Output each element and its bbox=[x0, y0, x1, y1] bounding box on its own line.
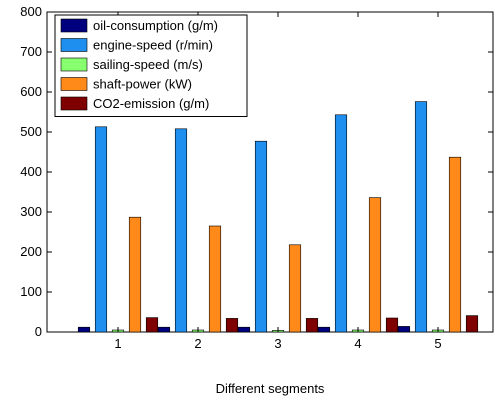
y-tick-label: 800 bbox=[20, 4, 42, 19]
legend-swatch bbox=[60, 77, 88, 91]
x-tick-label: 1 bbox=[114, 336, 121, 351]
legend-swatch bbox=[60, 18, 88, 33]
y-tick-label: 600 bbox=[20, 84, 42, 99]
y-tick-label: 0 bbox=[35, 324, 42, 339]
bar bbox=[448, 156, 462, 333]
x-tick-label: 5 bbox=[434, 336, 441, 351]
bar bbox=[157, 326, 171, 333]
bar bbox=[94, 126, 108, 333]
bar bbox=[237, 326, 251, 333]
bar bbox=[317, 326, 331, 333]
legend-swatch bbox=[60, 96, 88, 111]
y-tick-label: 500 bbox=[20, 124, 42, 139]
legend-label: sailing-speed (m/s) bbox=[93, 57, 203, 72]
bar bbox=[465, 315, 479, 333]
bar bbox=[288, 244, 302, 333]
x-tick-label: 3 bbox=[274, 336, 281, 351]
bar bbox=[385, 317, 399, 333]
bar bbox=[397, 326, 411, 333]
legend: oil-consumption (g/m) engine-speed (r/min… bbox=[54, 14, 248, 117]
bar bbox=[77, 326, 91, 333]
bar bbox=[368, 197, 382, 333]
y-tick-label: 200 bbox=[20, 244, 42, 259]
bar-marks bbox=[77, 101, 479, 333]
y-tick-label: 700 bbox=[20, 44, 42, 59]
axes: 0 100 200 300 400 500 600 700 800 1 2 3 4 5 bbox=[20, 4, 493, 351]
bar bbox=[305, 318, 319, 333]
bar bbox=[145, 317, 159, 333]
legend-swatch bbox=[60, 38, 88, 52]
y-tick-label: 400 bbox=[20, 164, 42, 179]
legend-label: CO2-emission (g/m) bbox=[93, 96, 209, 111]
y-tick-label: 100 bbox=[20, 284, 42, 299]
x-tick-label: 4 bbox=[354, 336, 361, 351]
bar bbox=[334, 114, 348, 333]
bar bbox=[225, 318, 239, 333]
y-tick-label: 300 bbox=[20, 204, 42, 219]
legend-swatch bbox=[60, 57, 88, 72]
x-axis-label: Different segments bbox=[216, 381, 325, 396]
bar bbox=[414, 101, 428, 333]
legend-label: oil-consumption (g/m) bbox=[93, 18, 218, 33]
bar bbox=[174, 128, 188, 333]
bar bbox=[254, 140, 268, 333]
bar bbox=[208, 225, 222, 333]
legend-label: engine-speed (r/min) bbox=[93, 38, 213, 53]
x-tick-label: 2 bbox=[194, 336, 201, 351]
bar bbox=[128, 216, 142, 333]
legend-label: shaft-power (kW) bbox=[93, 77, 192, 92]
